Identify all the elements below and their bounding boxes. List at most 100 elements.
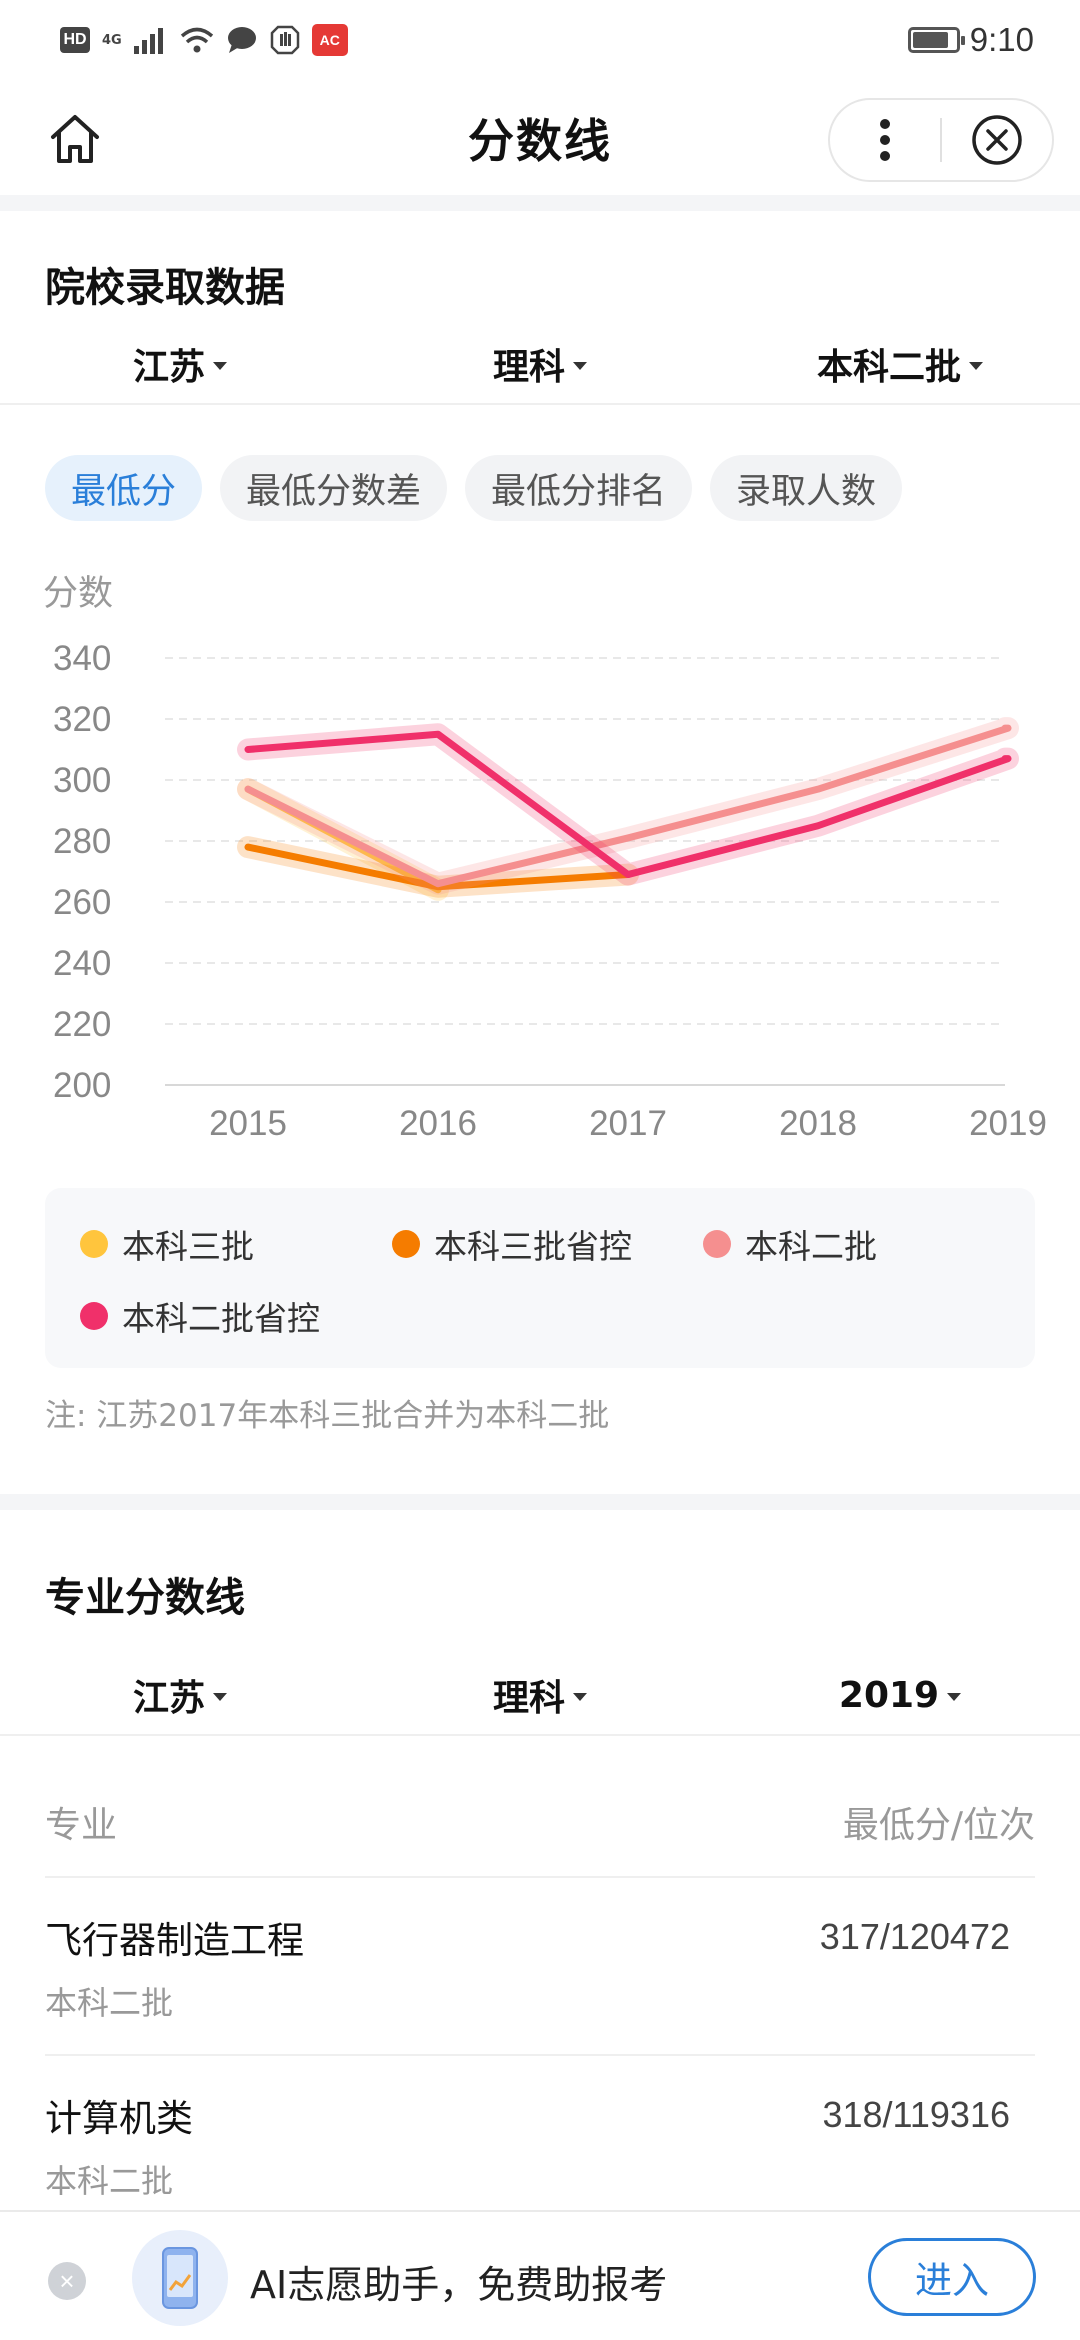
enter-button[interactable]: 进入 [868,2238,1036,2316]
major-score: 317/120472 [819,1916,1010,1957]
subject-filter[interactable]: 理科 [360,1656,720,1734]
table-row[interactable]: 飞行器制造工程 本科二批 317/120472 [45,1878,1035,2056]
y-tick-label: 300 [53,761,111,800]
series-line [244,724,1012,888]
year-filter[interactable]: 2019 [720,1656,1080,1734]
province-filter-label: 江苏 [132,1678,205,1719]
legend-dot [703,1230,731,1258]
subject-filter-label: 理科 [492,347,565,388]
close-icon [972,115,1022,165]
app-notification-icon: AC [311,24,348,56]
batch-filter-label: 本科二批 [816,347,961,388]
hd-badge: HD [60,27,90,53]
close-button[interactable] [942,100,1052,180]
table-header: 专业 最低分/位次 [45,1768,1035,1878]
admission-filter-row: 江苏 理科 本科二批 [0,325,1080,405]
legend-item: 本科二批 [703,1220,877,1268]
subject-filter-label: 理科 [492,1678,565,1719]
network-type: 4G [102,32,122,48]
section-divider [0,1494,1080,1510]
subject-filter[interactable]: 理科 [360,325,720,403]
legend-dot [80,1302,108,1330]
dropdown-caret-icon [947,1693,962,1701]
x-tick-label: 2019 [969,1104,1047,1143]
y-axis-label: 分数 [43,574,113,613]
table-row[interactable]: 计算机类 本科二批 318/119316 [45,2056,1035,2234]
legend-dot [80,1230,108,1258]
province-filter[interactable]: 江苏 [0,325,360,403]
x-tick-label: 2015 [209,1104,287,1143]
y-tick-label: 260 [53,883,111,922]
dropdown-caret-icon [213,362,227,370]
score-line-chart: 分数 340 320 300 280 260 240 220 200 2015 2016 2017 20… [43,574,1047,1143]
assistant-avatar [132,2230,228,2326]
status-bar: HD 4G AC 9:10 [0,0,1080,80]
banner-close-button[interactable]: × [48,2262,86,2300]
wifi-icon [180,27,213,53]
signal-icon [133,28,163,54]
column-score: 最低分/位次 [842,1805,1035,1846]
y-tick-label: 240 [53,944,111,983]
legend-item: 本科二批省控 [80,1292,320,1340]
legend-label: 本科二批 [745,1227,877,1266]
nav-header: 分数线 [0,80,1080,195]
major-batch: 本科二批 [45,1984,174,2022]
major-filter-row: 江苏 理科 2019 [0,1656,1080,1736]
x-tick-label: 2016 [399,1104,477,1143]
province-filter[interactable]: 江苏 [0,1656,360,1734]
more-button[interactable] [830,100,940,180]
series-line [244,730,1012,879]
legend-label: 本科二批省控 [122,1299,320,1338]
tab-min-score-rank[interactable]: 最低分排名 [465,455,693,521]
chart-legend: 本科三批 本科三批省控 本科二批 本科二批省控 [45,1188,1035,1368]
y-tick-label: 200 [53,1066,111,1105]
x-tick-label: 2018 [779,1104,857,1143]
major-score: 318/119316 [822,2094,1010,2135]
message-icon [227,27,256,53]
legend-dot [392,1230,420,1258]
dropdown-caret-icon [969,362,983,370]
tab-min-score[interactable]: 最低分 [45,455,203,521]
section-divider [0,195,1080,211]
column-major: 专业 [45,1805,118,1846]
legend-item: 本科三批 [80,1220,254,1268]
y-tick-label: 320 [53,700,111,739]
y-tick-label: 280 [53,822,111,861]
major-section-title: 专业分数线 [45,1575,245,1621]
dropdown-caret-icon [213,1693,227,1701]
status-right: 9:10 [907,21,1034,59]
legend-item: 本科三批省控 [392,1220,632,1268]
tab-admission-count[interactable]: 录取人数 [710,455,903,521]
province-filter-label: 江苏 [132,347,205,388]
hand-icon [270,25,299,55]
battery-icon [907,27,965,53]
y-tick-label: 220 [53,1005,111,1044]
legend-label: 本科三批省控 [434,1227,632,1266]
score-chart: 分数 340 320 300 280 260 240 220 200 2015 2016 2017 20… [0,560,1080,1160]
tab-min-score-diff[interactable]: 最低分数差 [220,455,448,521]
clock: 9:10 [969,21,1034,58]
major-batch: 本科二批 [45,2162,174,2200]
major-name: 计算机类 [45,2097,193,2140]
y-tick-label: 340 [53,639,111,678]
admission-section-title: 院校录取数据 [45,265,285,311]
page-title: 分数线 [468,113,612,168]
chart-note: 注: 江苏2017年本科三批合并为本科二批 [45,1398,610,1434]
more-dots-icon [880,119,890,161]
capsule-divider [940,118,942,162]
batch-filter[interactable]: 本科二批 [720,325,1080,403]
dropdown-caret-icon [573,1693,587,1701]
home-button[interactable] [44,108,106,170]
year-filter-label: 2019 [838,1674,940,1716]
dropdown-caret-icon [573,362,587,370]
home-icon [51,115,99,163]
ai-assistant-banner: × AI志愿助手，免费助报考 进入 [0,2210,1080,2340]
metric-tabs: 最低分 最低分数差 最低分排名 录取人数 [45,455,903,521]
major-name: 飞行器制造工程 [45,1919,304,1962]
phone-icon [162,2247,198,2309]
miniapp-capsule [828,98,1054,182]
legend-label: 本科三批 [122,1227,254,1266]
status-icons: HD 4G AC [60,24,348,56]
banner-text: AI志愿助手，免费助报考 [250,2263,668,2307]
x-tick-label: 2017 [589,1104,667,1143]
